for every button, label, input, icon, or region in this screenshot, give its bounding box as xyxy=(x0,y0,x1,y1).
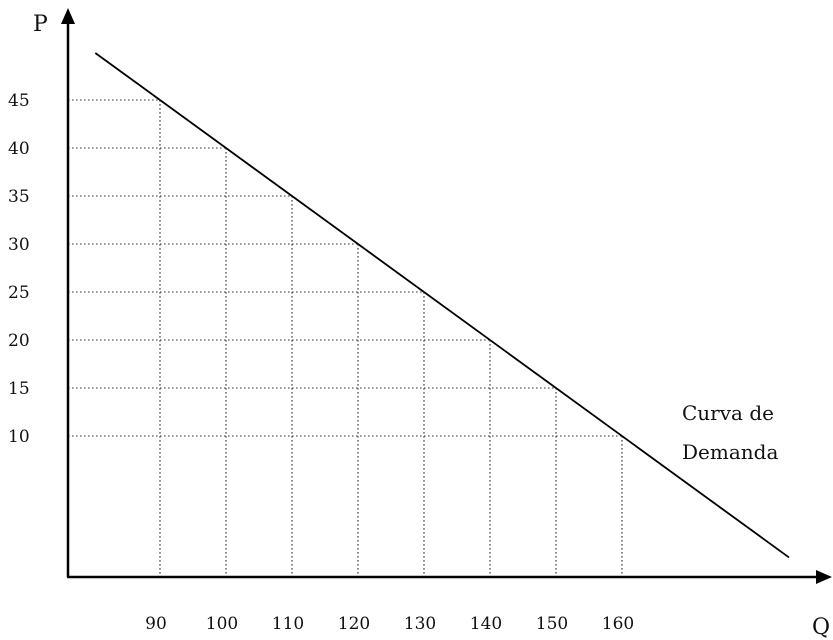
demand-curve xyxy=(94,52,790,559)
x-tick-label: 110 xyxy=(272,614,304,634)
x-tick-label: 130 xyxy=(404,614,436,634)
x-axis-arrow xyxy=(816,570,832,584)
x-tick-label: 150 xyxy=(536,614,568,634)
y-axis-arrow xyxy=(61,8,75,24)
curve-label-line2: Demanda xyxy=(682,440,778,464)
x-axis-label: Q xyxy=(812,615,830,640)
x-tick-labels: 90 100 110 120 130 140 150 160 xyxy=(145,614,634,634)
x-tick-label: 140 xyxy=(470,614,502,634)
x-tick-label: 160 xyxy=(602,614,634,634)
y-tick-label: 35 xyxy=(8,187,30,207)
curve-label-line1: Curva de xyxy=(682,401,774,425)
y-tick-label: 30 xyxy=(8,235,30,255)
y-tick-labels: 45 40 35 30 25 20 15 10 xyxy=(8,91,30,447)
guide-lines xyxy=(68,99,623,577)
y-tick-label: 25 xyxy=(8,283,30,303)
y-axis-label: P xyxy=(33,12,48,37)
x-tick-label: 90 xyxy=(145,614,167,634)
y-tick-label: 20 xyxy=(8,331,30,351)
y-tick-label: 15 xyxy=(8,379,30,399)
y-tick-label: 45 xyxy=(8,91,30,111)
y-tick-label: 10 xyxy=(8,427,30,447)
x-tick-label: 120 xyxy=(338,614,370,634)
x-tick-label: 100 xyxy=(206,614,238,634)
y-tick-label: 40 xyxy=(8,139,30,159)
